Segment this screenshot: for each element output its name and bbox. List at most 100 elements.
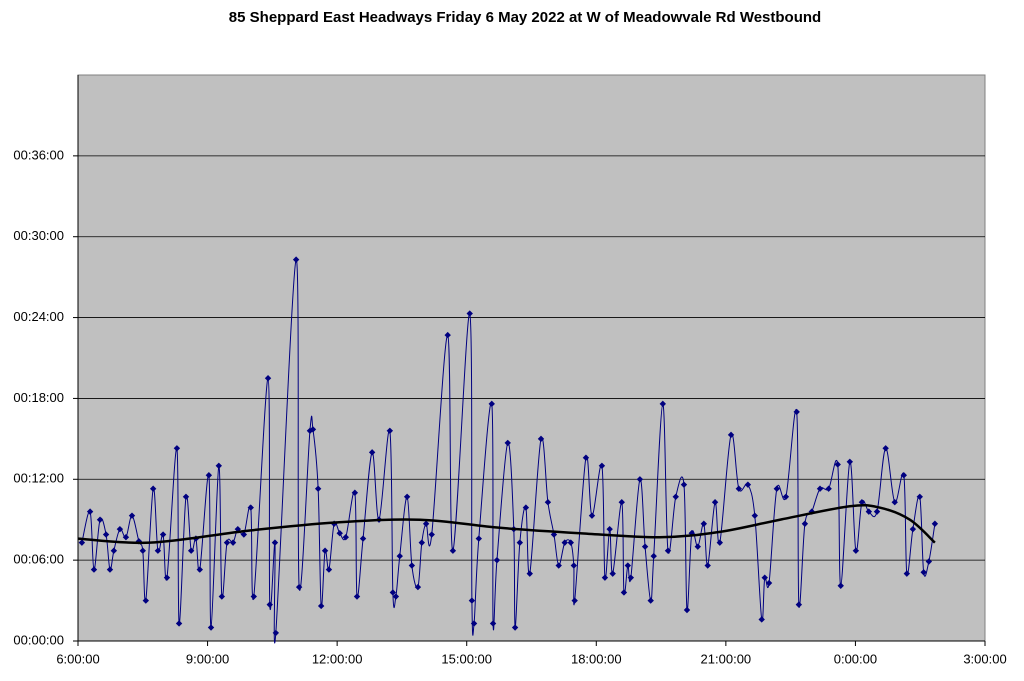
point [672, 493, 679, 501]
point [588, 512, 596, 519]
point [834, 461, 841, 468]
point [247, 504, 254, 511]
point [865, 508, 873, 515]
point [428, 531, 435, 538]
point [96, 516, 104, 523]
point [761, 574, 768, 581]
point [526, 570, 533, 577]
y-tick-label: 00:12:00 [13, 471, 64, 486]
point [493, 556, 501, 564]
point [624, 562, 632, 569]
point [475, 535, 483, 542]
point [218, 593, 226, 600]
point [110, 547, 118, 554]
x-tick-label: 21:00:00 [701, 651, 752, 666]
point [396, 552, 403, 560]
point [368, 449, 376, 456]
point [444, 331, 451, 339]
y-tick-label: 00:24:00 [13, 309, 64, 324]
point [598, 462, 606, 470]
y-tick-label: 00:00:00 [13, 632, 64, 647]
point [389, 589, 397, 596]
point [386, 427, 394, 434]
point [694, 543, 701, 550]
point [858, 498, 866, 506]
point [182, 493, 190, 501]
point [163, 574, 171, 581]
point [336, 529, 343, 537]
point [353, 593, 361, 600]
point [570, 562, 578, 569]
point [295, 583, 303, 591]
point [683, 606, 691, 614]
point [688, 529, 695, 537]
chart-title: 85 Sheppard East Headways Friday 6 May 2… [229, 9, 821, 26]
point [511, 624, 519, 631]
x-tick-label: 18:00:00 [571, 651, 622, 666]
point [900, 472, 908, 479]
point [325, 566, 333, 573]
point [116, 525, 124, 533]
point [618, 498, 625, 506]
point [229, 539, 237, 546]
point [735, 485, 743, 492]
point [196, 566, 203, 573]
point [342, 534, 349, 541]
point [403, 493, 411, 501]
point [78, 539, 86, 546]
point [801, 520, 809, 527]
point [751, 512, 758, 519]
point [102, 531, 110, 538]
point [606, 525, 613, 533]
point [516, 539, 524, 546]
point [122, 534, 130, 541]
point [555, 562, 562, 569]
point [321, 547, 329, 554]
point [704, 562, 711, 569]
point [187, 547, 195, 554]
point [561, 539, 568, 546]
plot-area [77, 74, 986, 642]
point [891, 498, 898, 506]
point [142, 597, 150, 604]
point [466, 310, 473, 317]
point [272, 629, 280, 637]
point [154, 547, 162, 554]
point [808, 508, 816, 515]
point [351, 489, 359, 496]
point [408, 562, 416, 569]
x-tick-label: 9:00:00 [186, 651, 229, 666]
y-tick-label: 00:30:00 [13, 228, 64, 243]
point [716, 539, 724, 546]
point [449, 547, 457, 554]
point [882, 445, 889, 452]
point [620, 589, 628, 596]
point [139, 547, 146, 554]
point [793, 408, 800, 416]
point [659, 400, 666, 408]
point [903, 570, 911, 577]
point [816, 485, 824, 492]
point [215, 462, 223, 470]
point [758, 616, 765, 623]
point [636, 476, 644, 483]
point [470, 620, 478, 627]
point [159, 531, 167, 538]
point [711, 498, 719, 506]
point [920, 569, 927, 576]
point [418, 539, 425, 546]
point [264, 375, 272, 382]
point [240, 531, 248, 538]
point [392, 593, 400, 600]
x-tick-label: 0:00:00 [834, 651, 877, 666]
point [846, 458, 854, 465]
point [664, 547, 672, 554]
point [266, 601, 273, 608]
point [825, 485, 832, 492]
point [727, 431, 735, 439]
point [317, 602, 325, 610]
point [106, 566, 114, 573]
point [128, 512, 136, 519]
